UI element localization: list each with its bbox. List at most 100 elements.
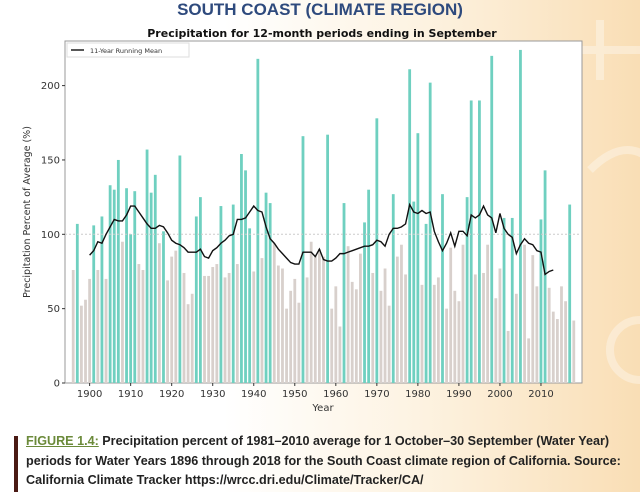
bar-1960 <box>334 286 338 383</box>
bar-1899 <box>84 299 87 383</box>
bar-2007 <box>527 338 531 383</box>
bar-1954 <box>309 241 313 383</box>
bar-2001 <box>502 217 506 383</box>
bar-1902 <box>96 269 100 383</box>
x-tick-label: 1910 <box>118 389 143 400</box>
bar-1983 <box>428 82 432 384</box>
bar-1995 <box>478 100 481 383</box>
bar-2017 <box>568 204 572 383</box>
bar-2002 <box>506 330 510 383</box>
bar-1936 <box>235 264 239 383</box>
legend: 11-Year Running Mean <box>66 42 190 58</box>
bar-2018 <box>572 320 576 383</box>
x-tick-label: 1950 <box>282 389 307 400</box>
bar-1988 <box>449 247 453 383</box>
bar-1921 <box>174 250 178 383</box>
bar-1969 <box>371 272 375 383</box>
x-tick-label: 1970 <box>364 389 389 400</box>
x-tick-label: 1930 <box>200 389 225 400</box>
bar-1944 <box>268 203 272 383</box>
bar-1900 <box>88 278 92 383</box>
bar-2004 <box>514 293 518 383</box>
bar-1952 <box>301 136 305 383</box>
x-tick-label: 1980 <box>405 389 430 400</box>
bar-1897 <box>75 223 79 383</box>
bar-2000 <box>498 268 502 383</box>
y-tick-label: 150 <box>41 155 60 166</box>
bar-1941 <box>256 58 260 384</box>
bar-1963 <box>346 246 350 383</box>
bar-1940 <box>252 271 256 383</box>
bar-1957 <box>322 256 325 383</box>
decorative-watermark <box>580 20 640 384</box>
bar-1923 <box>182 272 186 383</box>
bar-1978 <box>408 69 412 384</box>
bar-2008 <box>531 255 535 383</box>
bar-1909 <box>125 188 128 383</box>
bar-1907 <box>116 159 120 383</box>
bar-1955 <box>313 255 317 383</box>
bar-1938 <box>244 170 247 383</box>
y-tick-label: 50 <box>47 304 60 315</box>
bar-1997 <box>486 244 490 383</box>
caption-text: Precipitation percent of 1981–2010 avera… <box>26 434 621 487</box>
bar-1946 <box>276 265 280 383</box>
bar-2003 <box>510 217 514 383</box>
bar-1981 <box>420 284 424 383</box>
bar-1951 <box>297 302 301 383</box>
bar-1959 <box>330 308 334 383</box>
bar-1931 <box>215 264 219 383</box>
bar-1982 <box>424 223 428 383</box>
bar-2009 <box>535 286 539 383</box>
bar-1972 <box>383 268 387 383</box>
bar-1985 <box>436 277 440 383</box>
bar-1930 <box>211 267 215 383</box>
x-tick-label: 2010 <box>528 389 553 400</box>
bar-1943 <box>264 192 268 383</box>
bar-1996 <box>482 272 485 383</box>
bar-2010 <box>539 219 543 383</box>
bar-1975 <box>395 256 399 383</box>
bar-1917 <box>157 243 161 383</box>
bar-1915 <box>149 192 153 383</box>
bar-1926 <box>194 216 198 383</box>
bar-1953 <box>305 277 309 383</box>
bar-1967 <box>363 222 366 383</box>
bar-1924 <box>186 304 190 383</box>
x-tick-label: 1920 <box>159 389 184 400</box>
bar-1987 <box>445 308 448 383</box>
bar-1974 <box>391 194 395 383</box>
bar-1965 <box>354 289 358 383</box>
bar-1939 <box>248 228 252 383</box>
figure-caption: FIGURE 1.4: Precipitation percent of 198… <box>14 432 638 492</box>
bar-1956 <box>317 249 321 383</box>
bar-2014 <box>555 319 559 383</box>
bar-1932 <box>219 206 223 383</box>
bar-1929 <box>207 275 211 383</box>
bar-1898 <box>80 305 83 383</box>
bar-1913 <box>141 269 145 383</box>
caption-accent-bar <box>14 436 18 492</box>
chart-title: Precipitation for 12-month periods endin… <box>147 27 497 40</box>
bar-1910 <box>129 234 133 383</box>
bar-1958 <box>326 134 330 383</box>
bar-1942 <box>260 258 264 383</box>
bar-2013 <box>551 311 555 383</box>
bar-1968 <box>367 189 371 383</box>
region-title: SOUTH COAST (CLIMATE REGION) <box>177 0 463 19</box>
bar-2015 <box>560 286 563 383</box>
y-tick-label: 0 <box>54 379 60 390</box>
bar-1962 <box>342 203 346 383</box>
bar-1950 <box>293 278 297 383</box>
bar-1906 <box>112 189 116 383</box>
x-tick-label: 1900 <box>77 389 102 400</box>
bar-1973 <box>387 305 391 383</box>
bar-2005 <box>519 49 522 383</box>
bar-1937 <box>240 154 243 383</box>
bar-1977 <box>404 274 407 383</box>
x-tick-label: 1990 <box>446 389 471 400</box>
bar-1990 <box>457 301 461 383</box>
bar-1971 <box>379 290 383 383</box>
bar-1928 <box>203 275 206 383</box>
bar-1999 <box>494 298 498 383</box>
